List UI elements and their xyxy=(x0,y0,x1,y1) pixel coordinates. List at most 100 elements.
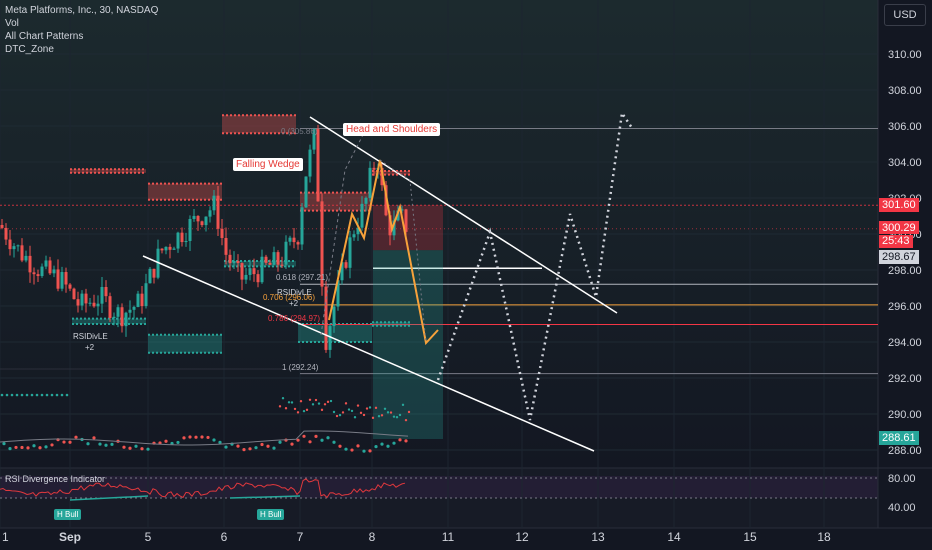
volume-dot xyxy=(68,440,72,444)
candle-body xyxy=(296,242,300,245)
volume-dot xyxy=(104,443,108,447)
candle-body xyxy=(152,268,156,278)
candle-body xyxy=(372,167,376,170)
candle-body xyxy=(284,241,288,265)
signal-dot xyxy=(296,411,300,414)
supply-zone xyxy=(70,169,146,173)
indicator-vol[interactable]: Vol xyxy=(5,18,19,29)
signal-dot xyxy=(389,411,393,414)
signal-dot xyxy=(302,409,306,413)
price-axis-label: 304.00 xyxy=(888,157,922,169)
candle-body xyxy=(360,203,364,228)
signal-dot xyxy=(299,399,303,403)
signal-dot xyxy=(350,409,354,413)
volume-dot xyxy=(26,446,30,450)
volume-dot xyxy=(356,444,360,448)
fib-label-0786: 0.786 (294.97) xyxy=(268,314,321,323)
candle-body xyxy=(44,260,48,267)
signal-dot xyxy=(344,402,348,405)
candle-body xyxy=(24,255,28,261)
fib-label-1: 1 (292.24) xyxy=(282,363,319,372)
head-shoulders-guide xyxy=(320,124,369,336)
candle-body xyxy=(4,227,8,240)
head-shoulders-label[interactable]: Head and Shoulders xyxy=(343,123,441,136)
time-axis-label: 5 xyxy=(145,530,152,544)
rsi-axis-label: 80.00 xyxy=(888,473,916,485)
candle-body xyxy=(228,254,232,264)
candle-body xyxy=(120,307,124,327)
signal-dot xyxy=(374,406,378,410)
candle-body xyxy=(136,293,140,307)
candle-body xyxy=(216,195,220,229)
candle-body xyxy=(92,302,96,307)
candle-body xyxy=(400,209,404,211)
candle-body xyxy=(204,216,208,226)
candle-body xyxy=(32,272,36,275)
rsi-title[interactable]: RSI Divergence Indicator xyxy=(5,474,106,484)
price-axis-label: 292.00 xyxy=(888,373,922,385)
volume-dot xyxy=(218,440,222,444)
volume-dot xyxy=(242,447,246,452)
falling-wedge-label[interactable]: Falling Wedge xyxy=(233,158,303,171)
candle-body xyxy=(164,246,168,251)
demand-zone xyxy=(72,318,146,324)
supply-zone xyxy=(222,115,296,134)
volume-dot xyxy=(212,438,216,442)
candle-body xyxy=(368,167,372,198)
time-axis-label: 15 xyxy=(743,530,757,544)
candle-body xyxy=(244,274,248,280)
candle-body xyxy=(300,207,304,245)
signal-dot xyxy=(317,402,321,405)
volume-dot xyxy=(194,435,198,439)
candle-body xyxy=(332,306,336,327)
volume-dot xyxy=(44,445,48,449)
candle-body xyxy=(104,286,108,297)
grid-lines xyxy=(0,0,878,528)
volume-dot xyxy=(20,445,24,450)
volume-dot xyxy=(260,442,264,447)
volume-dot xyxy=(266,444,270,448)
projection-guide xyxy=(379,159,427,344)
signal-dot xyxy=(293,407,297,411)
candle-body xyxy=(304,176,308,208)
candle-body xyxy=(336,280,340,307)
candle-body xyxy=(176,232,180,249)
indicator-patterns[interactable]: All Chart Patterns xyxy=(5,31,84,42)
candle-body xyxy=(172,248,176,250)
symbol-title[interactable]: Meta Platforms, Inc., 30, NASDAQ xyxy=(5,5,159,16)
volume-dot xyxy=(2,442,6,446)
fib-label-0: 0 (305.86) xyxy=(281,127,318,136)
price-axis-label: 298.00 xyxy=(888,265,922,277)
price-tag-bottom: 288.61 xyxy=(879,431,919,445)
candle-body xyxy=(40,266,44,277)
signal-dot xyxy=(365,407,369,410)
candle-body xyxy=(88,302,92,304)
signal-dot xyxy=(290,401,294,404)
volume-dot xyxy=(248,447,252,451)
indicator-dtc[interactable]: DTC_Zone xyxy=(5,44,54,55)
rsi-divergence-line xyxy=(229,495,301,499)
time-axis-label: 18 xyxy=(817,530,831,544)
candle-body xyxy=(108,296,112,318)
candle-body xyxy=(344,262,348,268)
price-axis-label: 290.00 xyxy=(888,409,922,421)
price-axis-label: 308.00 xyxy=(888,85,922,97)
signal-dot xyxy=(356,404,360,407)
signal-dot xyxy=(392,415,396,418)
volume-dot xyxy=(50,443,54,447)
candle-body xyxy=(132,306,136,310)
currency-button[interactable]: USD xyxy=(884,4,926,26)
signal-dot xyxy=(320,408,324,412)
volume-dot xyxy=(272,446,276,450)
candle-body xyxy=(240,263,244,280)
volume-dot xyxy=(182,436,186,440)
candle-body xyxy=(112,316,116,318)
candle-body xyxy=(268,262,272,265)
signal-dot xyxy=(362,413,366,417)
volume-dot xyxy=(92,436,96,440)
candle-body xyxy=(320,201,324,287)
volume-dot xyxy=(188,435,192,439)
signal-dot xyxy=(386,411,390,414)
hbull-badge-1: H Bull xyxy=(54,509,82,520)
